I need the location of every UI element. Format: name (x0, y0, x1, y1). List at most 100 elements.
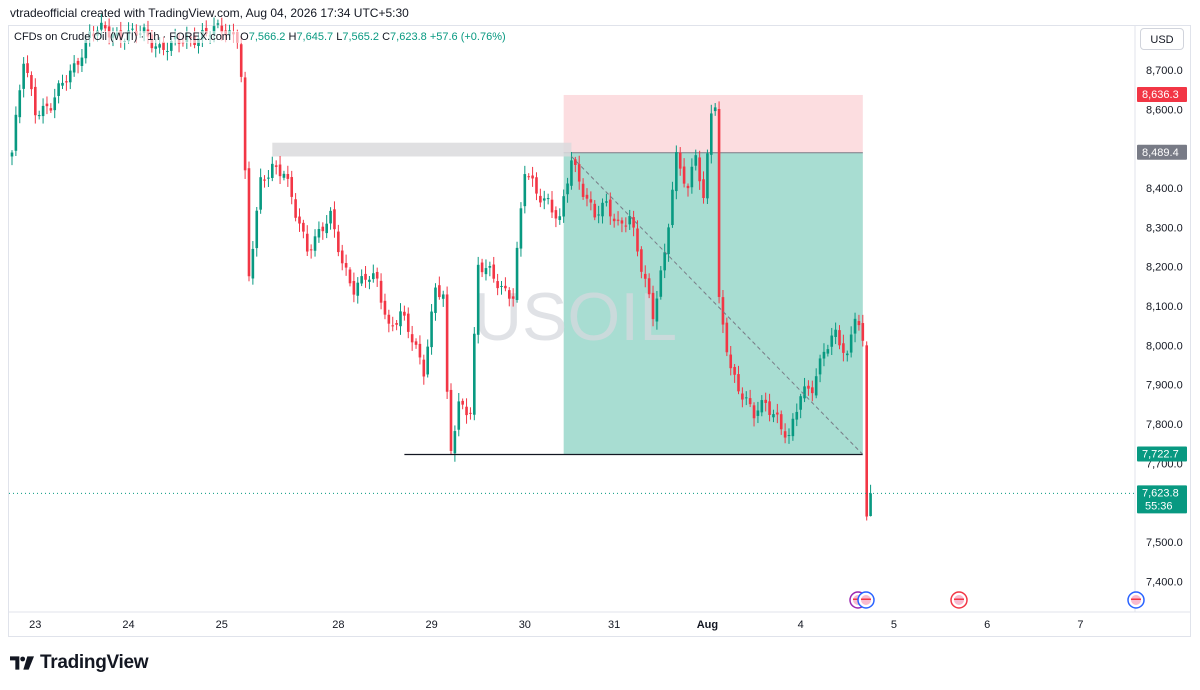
candle (542, 190, 546, 210)
candle (441, 290, 445, 307)
price-badge: 7,623.855:36 (1137, 485, 1187, 514)
candle-body (659, 270, 663, 297)
candle (422, 354, 426, 385)
candle-body (22, 63, 25, 89)
candle-body (865, 345, 868, 517)
currency-button[interactable]: USD (1140, 28, 1184, 50)
candle (352, 272, 356, 303)
candle-body (624, 225, 628, 227)
candle-body (822, 351, 826, 359)
candle (457, 392, 461, 437)
candle-body (480, 262, 484, 273)
time-tick-label: 5 (891, 619, 897, 631)
candle-body (49, 108, 53, 111)
candle (698, 150, 701, 190)
candle (507, 287, 511, 307)
price-tick-label: 8,400.0 (1146, 183, 1183, 195)
candle (589, 191, 593, 211)
candle (26, 55, 29, 78)
candle-body (519, 208, 523, 249)
candle (391, 316, 395, 332)
candle (364, 265, 367, 288)
candle (787, 428, 791, 444)
candle (68, 64, 72, 90)
candle (511, 288, 515, 307)
candle (842, 334, 845, 362)
candle (647, 273, 651, 299)
candle-body (348, 269, 352, 284)
candle-body (387, 314, 391, 324)
candle (278, 155, 282, 185)
candle-body (628, 216, 632, 225)
candle (531, 166, 534, 187)
candle-body (430, 311, 433, 348)
candle (636, 220, 639, 257)
candle-body (391, 325, 395, 327)
candle-body (643, 273, 647, 279)
candle (461, 398, 464, 410)
candle (356, 277, 360, 304)
candle (418, 335, 422, 365)
candle (414, 338, 418, 349)
candle-body (243, 77, 247, 171)
candle-body (585, 194, 589, 199)
close-label: C (382, 31, 391, 43)
chart-frame (8, 25, 1191, 637)
candle (480, 258, 484, 278)
symbol-legend[interactable]: CFDs on Crude Oil (WTI) · 1h · FOREX.com… (14, 31, 506, 43)
candle-body (535, 177, 538, 194)
candle (504, 277, 507, 292)
candle (166, 42, 169, 61)
time-tick-label: 25 (216, 619, 228, 631)
candle-body (247, 168, 251, 277)
price-badge-bg (1137, 446, 1187, 462)
watermark-layer: USOIL (473, 279, 677, 355)
candle (807, 380, 810, 396)
candle (616, 211, 620, 226)
candle (811, 380, 814, 402)
candle-body (752, 405, 756, 419)
candle (523, 165, 527, 214)
candle-body (76, 60, 80, 65)
candle-body (620, 220, 624, 224)
high-label: H (288, 31, 297, 43)
candle (302, 219, 305, 239)
candle-body (53, 97, 57, 111)
candle (500, 280, 503, 295)
candle-body (640, 249, 643, 272)
candle-body (511, 296, 515, 299)
time-tick-label: 7 (1077, 619, 1083, 631)
candle-body (41, 105, 45, 117)
candle (643, 265, 647, 288)
candle (690, 158, 694, 194)
candle (484, 259, 488, 281)
candle (337, 224, 340, 257)
candle-body (760, 400, 764, 413)
candle (465, 398, 468, 424)
candle-body (612, 218, 616, 222)
candle (566, 177, 569, 203)
candle (243, 71, 247, 179)
candle-body (422, 359, 426, 377)
candle-body (337, 231, 340, 253)
time-tick-label: 31 (608, 619, 620, 631)
candle-body (690, 166, 694, 188)
candle-body (37, 115, 41, 117)
candle-body (352, 280, 356, 295)
candle-body (476, 264, 480, 335)
candle-body (776, 412, 779, 415)
close-value: 7,623.8 (390, 31, 427, 43)
candle (799, 393, 802, 419)
candle (333, 201, 336, 238)
candle (239, 35, 243, 83)
candle (65, 75, 68, 91)
candle-body (68, 70, 72, 83)
candle-body (756, 410, 760, 416)
candle-body (826, 349, 830, 354)
tradingview-logo[interactable]: TradingView (10, 652, 149, 674)
candle (562, 189, 565, 223)
candle (577, 155, 581, 190)
candle (830, 327, 834, 355)
candle (539, 188, 542, 208)
